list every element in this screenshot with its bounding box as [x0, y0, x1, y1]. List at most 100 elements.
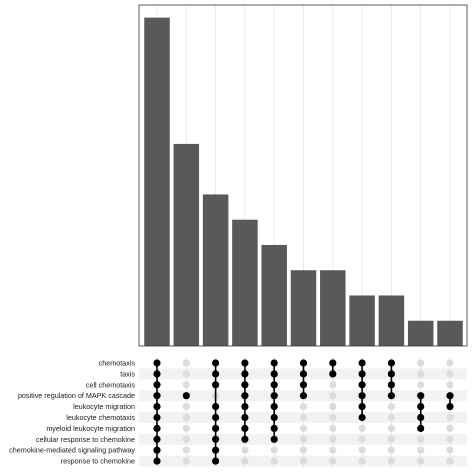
membership-dot-empty — [270, 457, 278, 465]
intersection-bars — [144, 17, 463, 346]
membership-dot-empty — [329, 457, 337, 465]
membership-dot-filled — [329, 359, 337, 367]
membership-dot-empty — [182, 370, 190, 378]
membership-dot-filled — [358, 381, 366, 389]
membership-dot-filled — [212, 446, 220, 454]
membership-dot-filled — [358, 413, 366, 422]
membership-dot-empty — [299, 457, 308, 465]
membership-dot-filled — [446, 403, 454, 411]
membership-dot-empty — [329, 381, 337, 389]
membership-dot-filled — [182, 392, 190, 400]
set-label: chemotaxis — [99, 359, 136, 368]
membership-dot-empty — [299, 435, 308, 443]
membership-dot-filled — [270, 359, 278, 367]
membership-dot-filled — [329, 370, 337, 378]
membership-dot-empty — [182, 381, 190, 389]
membership-dot-filled — [153, 457, 161, 465]
membership-dot-empty — [329, 403, 337, 411]
membership-matrix — [153, 359, 454, 465]
membership-dot-filled — [212, 370, 220, 378]
set-label: cell chemotaxis — [86, 380, 136, 389]
set-label: chemokine-mediated signaling pathway — [9, 446, 135, 455]
membership-dot-filled — [241, 381, 249, 389]
membership-dot-empty — [329, 435, 337, 443]
membership-dot-empty — [299, 446, 308, 454]
membership-dot-empty — [358, 457, 366, 465]
membership-dot-empty — [329, 392, 337, 400]
membership-dot-empty — [270, 446, 278, 454]
membership-dot-filled — [212, 424, 220, 432]
membership-dot-filled — [241, 403, 249, 411]
set-label: cellular response to chemokine — [36, 435, 135, 444]
membership-dot-empty — [329, 424, 337, 432]
membership-dot-filled — [270, 435, 278, 443]
intersection-bar — [232, 219, 258, 346]
membership-dot-filled — [358, 403, 366, 411]
set-label: response to chemokine — [61, 457, 135, 466]
membership-dot-filled — [153, 446, 161, 454]
membership-dot-empty — [182, 424, 190, 432]
membership-dot-empty — [299, 413, 308, 422]
set-label: leukocyte migration — [73, 402, 135, 411]
membership-dot-empty — [417, 359, 425, 367]
membership-dot-empty — [329, 446, 337, 454]
membership-dot-filled — [212, 359, 220, 367]
membership-dot-filled — [299, 359, 308, 367]
membership-dot-empty — [446, 370, 454, 378]
intersection-bar — [144, 17, 170, 346]
membership-dot-empty — [182, 435, 190, 443]
membership-dot-filled — [417, 392, 425, 400]
membership-dot-empty — [182, 413, 190, 422]
membership-dot-filled — [417, 403, 425, 411]
membership-dot-empty — [387, 403, 395, 411]
membership-dot-filled — [212, 381, 220, 389]
intersection-bar — [202, 194, 229, 346]
membership-dot-empty — [299, 403, 308, 411]
membership-dot-empty — [299, 424, 308, 432]
membership-dot-filled — [241, 435, 249, 443]
membership-dot-filled — [241, 392, 249, 400]
membership-dot-empty — [182, 403, 190, 411]
membership-dot-filled — [212, 435, 220, 443]
membership-dot-filled — [270, 370, 278, 378]
membership-dot-empty — [358, 446, 366, 454]
membership-dot-empty — [358, 435, 366, 443]
membership-dot-filled — [358, 392, 366, 400]
membership-dot-empty — [417, 446, 425, 454]
membership-dot-filled — [153, 359, 161, 367]
membership-dot-empty — [182, 457, 190, 465]
set-label: taxis — [120, 369, 135, 378]
membership-dot-filled — [153, 424, 161, 432]
membership-dot-filled — [241, 370, 249, 378]
membership-dot-filled — [241, 359, 249, 367]
membership-dot-filled — [299, 381, 308, 389]
membership-dot-filled — [153, 381, 161, 389]
membership-dot-empty — [446, 424, 454, 432]
membership-dot-empty — [446, 435, 454, 443]
membership-dot-filled — [270, 424, 278, 432]
membership-dot-empty — [446, 446, 454, 454]
membership-dot-filled — [241, 413, 249, 422]
membership-dot-empty — [387, 413, 395, 422]
membership-dot-empty — [182, 359, 190, 367]
membership-dot-empty — [358, 424, 366, 432]
intersection-bar — [261, 244, 287, 346]
set-label: positive regulation of MAPK cascade — [18, 391, 135, 400]
membership-dot-empty — [387, 457, 395, 465]
set-label: leukocyte chemotaxis — [66, 413, 135, 422]
membership-dot-filled — [241, 424, 249, 432]
membership-dot-filled — [153, 413, 161, 422]
membership-dot-empty — [417, 370, 425, 378]
membership-dot-filled — [153, 370, 161, 378]
membership-dot-filled — [153, 403, 161, 411]
membership-dot-filled — [299, 370, 308, 378]
membership-dot-filled — [270, 403, 278, 411]
membership-dot-empty — [417, 457, 425, 465]
membership-dot-filled — [270, 413, 278, 422]
membership-dot-filled — [358, 370, 366, 378]
membership-dot-empty — [446, 413, 454, 422]
intersection-bar — [437, 320, 463, 346]
membership-dot-empty — [417, 381, 425, 389]
